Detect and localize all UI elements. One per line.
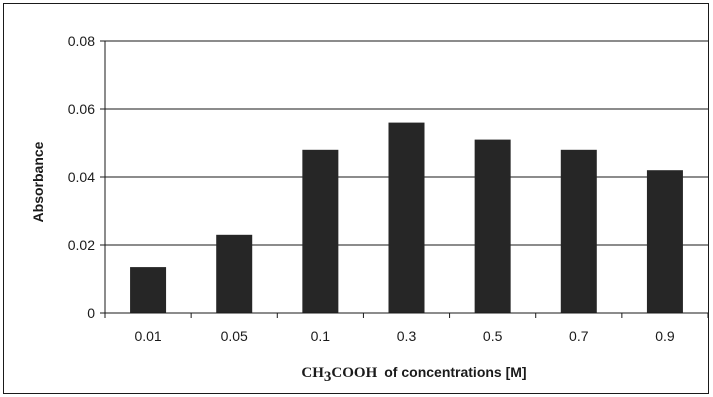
x-tick-label-0: 0.01 [134, 328, 161, 344]
y-tick-label-4: 0.08 [68, 33, 95, 49]
x-tick-label-6: 0.9 [655, 328, 675, 344]
y-axis-title: Absorbance [30, 141, 46, 222]
bar-0.7 [560, 149, 597, 313]
x-tick-label-1: 0.05 [221, 328, 248, 344]
bar-0.3 [388, 122, 425, 313]
y-tick-labels: 0 0.02 0.04 0.06 0.08 [68, 33, 95, 321]
x-axis-title-chem-sub: 3 [324, 369, 332, 385]
x-tick-label-5: 0.7 [569, 328, 589, 344]
x-tick-label-4: 0.5 [483, 328, 503, 344]
y-tick-label-2: 0.04 [68, 169, 95, 185]
bar-0.5 [474, 139, 511, 313]
x-tick-label-3: 0.3 [397, 328, 417, 344]
bar-0.05 [216, 234, 253, 313]
y-tick-label-1: 0.02 [68, 237, 95, 253]
x-tick-label-2: 0.1 [311, 328, 331, 344]
axes [100, 40, 709, 318]
y-tick-label-3: 0.06 [68, 101, 95, 117]
x-tick-labels: 0.01 0.05 0.1 0.3 0.5 0.7 0.9 [134, 328, 674, 344]
bar-chart: 00.020.040.060.08 0.01 0.05 0.1 0.3 0.5 0.7 0.… [30, 33, 709, 385]
x-axis-title-rest: of concentrations [M] [384, 364, 526, 380]
x-axis-title-chem-1: CH [301, 365, 324, 381]
bars [130, 122, 683, 313]
bar-0.9 [646, 170, 683, 313]
bar-0.01 [130, 267, 167, 313]
bar-0.1 [302, 149, 339, 313]
chart-frame: 0 0.02 0.04 0.06 0.08 0.01 0.05 0.1 0.3 0.5 0.7 0.… [3, 3, 709, 394]
x-axis-title-chem-2: COOH [331, 365, 377, 381]
x-axis-title: CH3COOH of concentrations [M] [301, 364, 526, 385]
y-tick-label-0: 0 [87, 305, 95, 321]
